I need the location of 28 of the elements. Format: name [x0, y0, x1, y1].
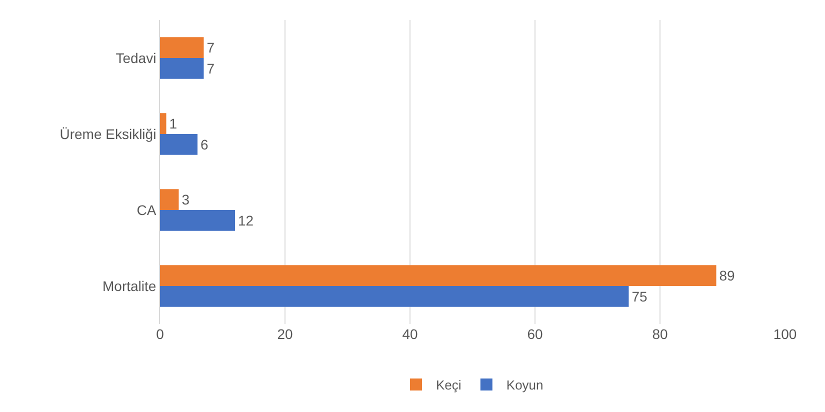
- data-label: 3: [182, 192, 190, 208]
- data-label: 89: [719, 268, 736, 284]
- x-tick-label: 100: [773, 326, 797, 342]
- data-label: 6: [200, 136, 208, 152]
- legend-label: Keçi: [436, 378, 462, 393]
- data-label: 12: [238, 212, 254, 228]
- bar: [160, 286, 629, 307]
- y-tick-label: Tedavi: [116, 50, 156, 66]
- x-tick-label: 20: [277, 326, 293, 342]
- legend-label: Koyun: [506, 378, 544, 393]
- bar: [160, 134, 198, 155]
- bar: [160, 37, 204, 58]
- bar: [160, 210, 235, 231]
- x-tick-label: 40: [402, 326, 418, 342]
- data-label: 7: [206, 40, 215, 56]
- y-tick-label: Mortalite: [102, 278, 156, 294]
- y-tick-label: Üreme Eksikliği: [60, 126, 156, 142]
- x-tick-label: 80: [652, 326, 668, 342]
- y-tick-label: CA: [136, 202, 157, 218]
- data-label: 7: [206, 60, 215, 76]
- data-label: 1: [169, 116, 178, 132]
- bar: [160, 58, 204, 79]
- x-tick-label: 0: [156, 326, 164, 342]
- data-label: 75: [632, 288, 648, 304]
- bar: [160, 189, 179, 210]
- x-tick-label: 60: [527, 326, 543, 342]
- bar: [160, 265, 716, 286]
- bar: [160, 113, 166, 134]
